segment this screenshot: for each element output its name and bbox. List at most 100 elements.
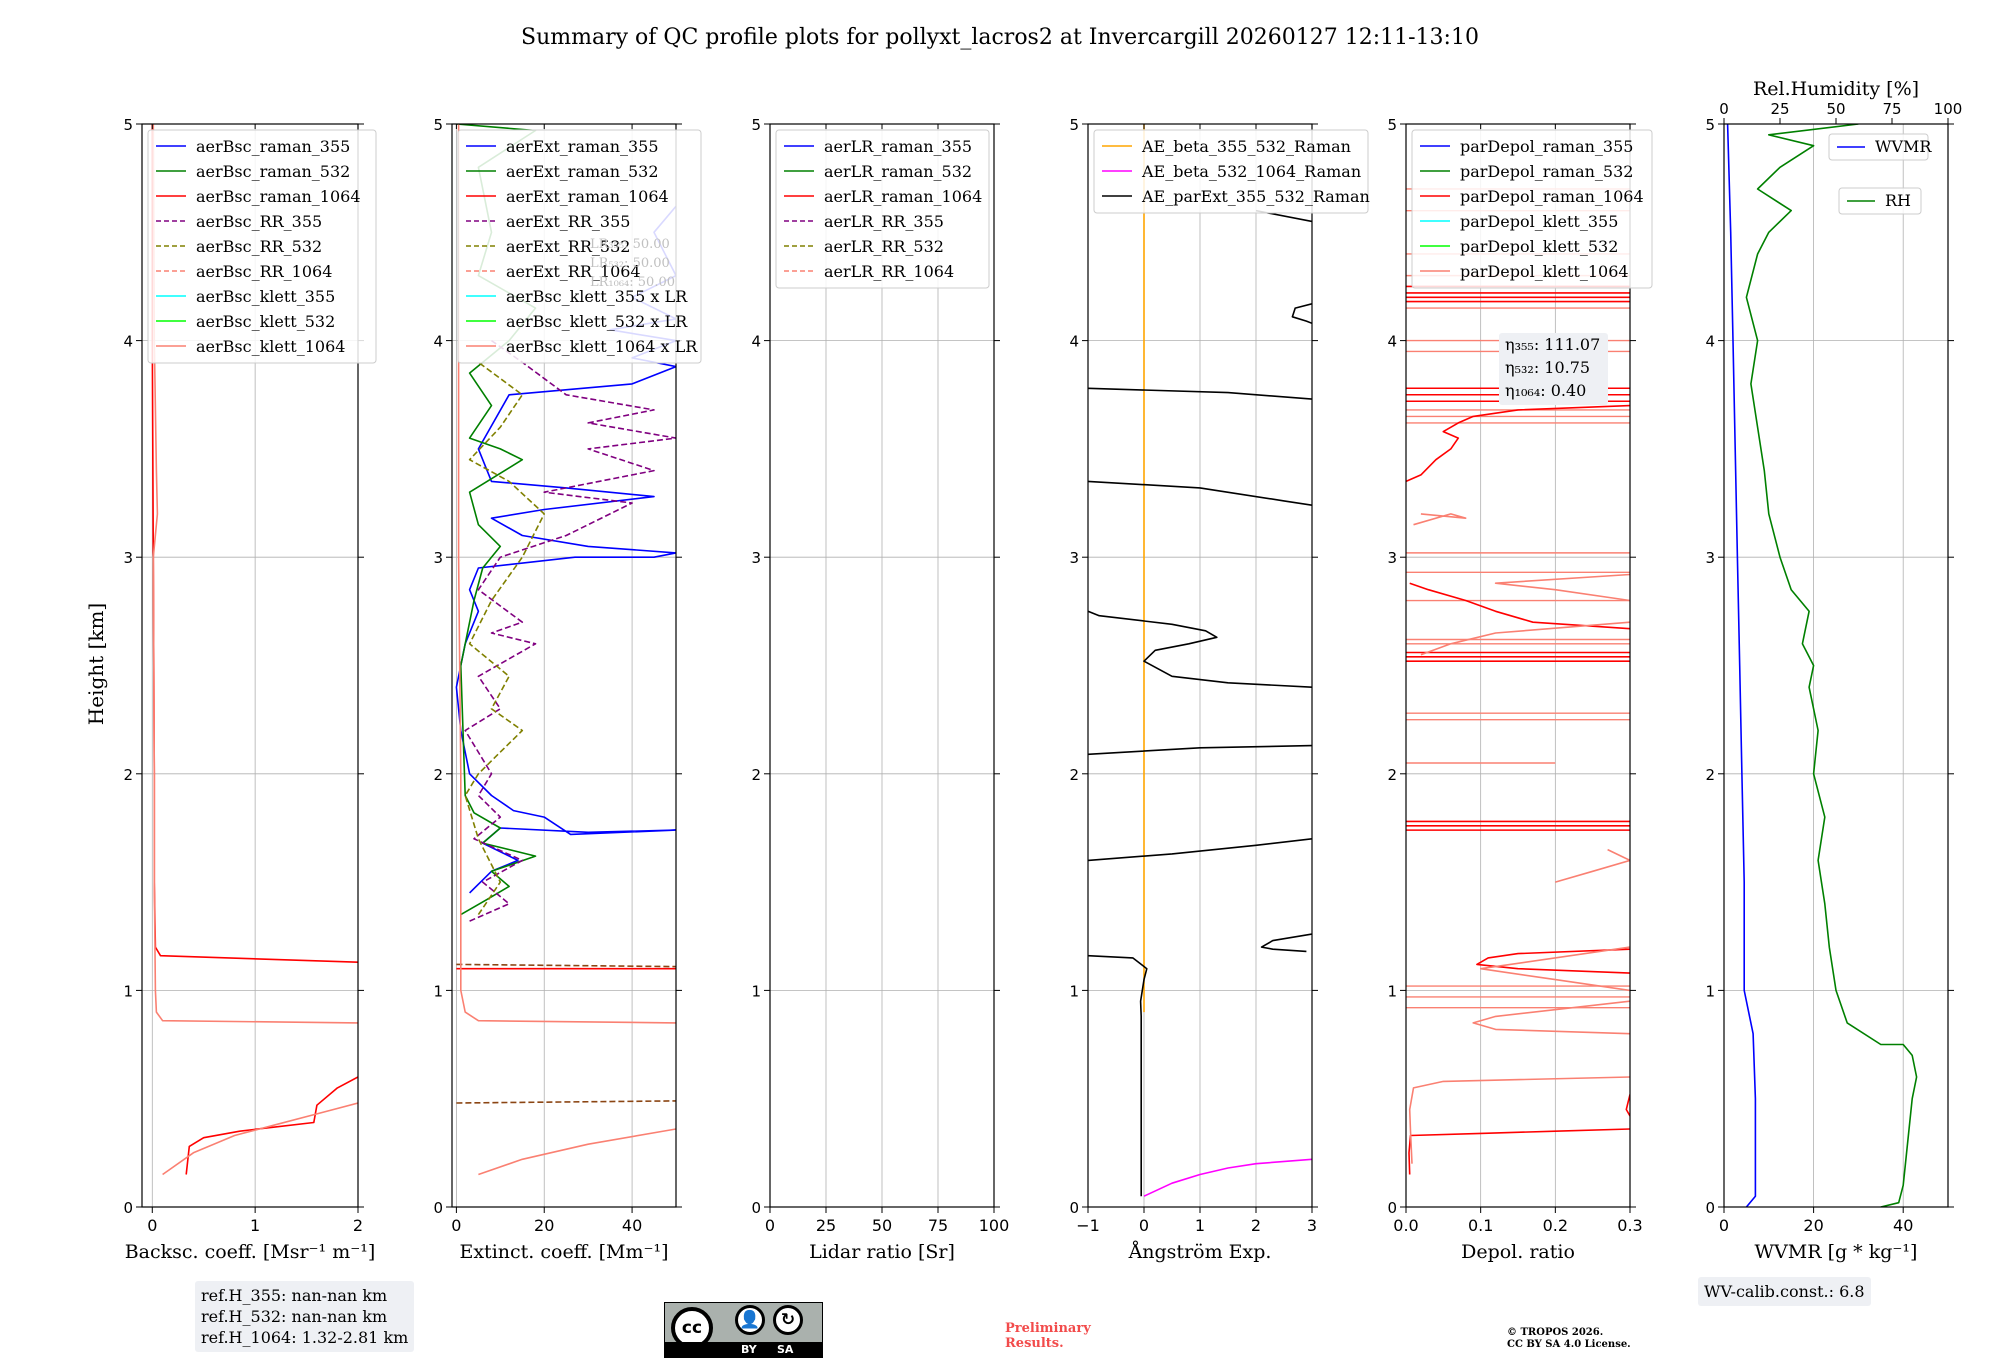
y-tick-label: 0 xyxy=(123,1199,133,1217)
series-pardepol-raman-1064-b xyxy=(1625,1094,1630,1117)
x-tick-label: 40 xyxy=(622,1216,642,1235)
eta-value: η₅₃₂: 10.75 xyxy=(1505,358,1590,377)
eta-box xyxy=(1499,333,1608,405)
legend-label-aerbsc-klett-532: aerBsc_klett_532 xyxy=(196,312,335,331)
x-tick-label: 100 xyxy=(979,1216,1010,1235)
legend-label-aerlr-raman-532: aerLR_raman_532 xyxy=(824,162,972,181)
legend-label-aerbsc-rr-1064: aerBsc_RR_1064 xyxy=(196,262,332,281)
series-ae-beta-532-1064-raman xyxy=(1143,1158,1312,1197)
legend-label-ae-beta-355-532-raman: AE_beta_355_532_Raman xyxy=(1141,137,1351,156)
legend-label-aerext-rr-355: aerExt_RR_355 xyxy=(506,212,630,231)
plot-area xyxy=(151,124,358,1176)
series-pardepol-raman-1064 xyxy=(1408,1128,1630,1175)
legend-label-aerbsc-klett-355-x-lr: aerBsc_klett_355 x LR xyxy=(506,287,688,306)
legend-label-aerext-raman-355: aerExt_raman_355 xyxy=(506,137,659,156)
plot-area xyxy=(1088,124,1312,1197)
preliminary-results-note: Preliminary Results. xyxy=(1005,1321,1091,1351)
legend-box xyxy=(1093,129,1369,214)
sa-label: SA xyxy=(777,1343,794,1356)
panel-ext: 0 20 40 0 1 2 3 4 5 Extinct. coeff. [Mm⁻¹] aerExt_… xyxy=(433,116,702,1263)
y-tick-label: 2 xyxy=(123,766,133,784)
series-pardepol-klett-1064-c xyxy=(1479,946,1630,992)
legend-label-aerlr-rr-532: aerLR_RR_532 xyxy=(824,237,944,256)
x-tick-label: 2 xyxy=(353,1216,363,1235)
copyright-note: © TROPOS 2026. CC BY SA 4.0 License. xyxy=(1507,1327,1631,1351)
legend-label-pardepol-raman-1064: parDepol_raman_1064 xyxy=(1460,187,1644,206)
x-tick-label: 0.0 xyxy=(1393,1216,1418,1235)
copyright-line-1: © TROPOS 2026. xyxy=(1507,1327,1604,1338)
series-rh xyxy=(1745,124,1918,1207)
y-tick-label: 0 xyxy=(433,1199,443,1217)
by-label: BY xyxy=(741,1343,757,1356)
legend-label-aerlr-raman-355: aerLR_raman_355 xyxy=(824,137,972,156)
series-aerext-rr-532 xyxy=(464,361,546,916)
x-axis-label: Ångström Exp. xyxy=(1128,1241,1272,1263)
y-tick-label: 1 xyxy=(123,982,133,1000)
y-tick-label: 4 xyxy=(123,333,133,351)
panel-lr: 0 25 50 75 100 0 1 2 3 4 5 Lidar ratio [Sr] aerLR_ra… xyxy=(751,116,1009,1263)
legend-box xyxy=(1411,129,1653,289)
legend-label-aerext-raman-532: aerExt_raman_532 xyxy=(506,162,659,181)
legend-label-aerbsc-klett-355: aerBsc_klett_355 xyxy=(196,287,335,306)
y-tick-label: 5 xyxy=(1069,116,1079,134)
series-pardepol-klett-1064-g xyxy=(1413,513,1467,526)
series-pardepol-klett-1064-f xyxy=(1420,621,1630,656)
legend-box xyxy=(775,129,990,289)
x-tick-label: 0.3 xyxy=(1617,1216,1642,1235)
x-tick-label: 1 xyxy=(1195,1216,1205,1235)
series-ae-parext-355-532-raman-d xyxy=(1088,610,1312,688)
y-tick-label: 3 xyxy=(751,549,761,567)
legend-label-wvmr: WVMR xyxy=(1875,137,1932,156)
y-tick-label: 1 xyxy=(751,982,761,1000)
y-axis-label: Height [km] xyxy=(84,603,108,725)
x-tick-label: 25 xyxy=(816,1216,836,1235)
y-tick-label: 5 xyxy=(1387,116,1397,134)
panel-depol: 0.0 0.1 0.2 0.3 0 1 2 3 4 5 Depol. ratio parDepol_r… xyxy=(1387,116,1653,1263)
series-aerbsc-klett-1064 xyxy=(162,1102,358,1176)
x-tick-label: 1 xyxy=(250,1216,260,1235)
y-tick-label: 3 xyxy=(1387,549,1397,567)
series-pardepol-klett-1064-b xyxy=(1472,1000,1630,1035)
series-ae-parext-355-532-raman-e xyxy=(1088,480,1312,506)
legend-label-aerbsc-klett-1064: aerBsc_klett_1064 xyxy=(196,337,345,356)
legend-label-aerext-rr-1064: aerExt_RR_1064 xyxy=(506,262,641,281)
prelim-line-2: Results. xyxy=(1005,1336,1064,1351)
y-tick-label: 5 xyxy=(751,116,761,134)
legend-label-aerbsc-klett-532-x-lr: aerBsc_klett_532 x LR xyxy=(506,312,688,331)
lidar-ratio-note: LR₃₅₅: 50.00 xyxy=(590,237,670,252)
y-tick-label: 2 xyxy=(1069,766,1079,784)
axes-frame xyxy=(1723,123,1949,1208)
y-tick-label: 5 xyxy=(123,116,133,134)
x-tick-label: 40 xyxy=(1893,1216,1913,1235)
lidar-ratio-note: LR₁₀₆₄: 50.00 xyxy=(590,275,675,290)
legend-label-aerlr-raman-1064: aerLR_raman_1064 xyxy=(824,187,982,206)
eta-value: η₁₀₆₄: 0.40 xyxy=(1505,381,1586,400)
top-x-axis-label: Rel.Humidity [%] xyxy=(1753,78,1919,100)
series-aerext-rr-lower xyxy=(456,1100,676,1104)
legend-label-pardepol-klett-532: parDepol_klett_532 xyxy=(1460,237,1618,256)
y-tick-label: 4 xyxy=(1387,333,1397,351)
legend-box xyxy=(147,129,377,364)
series-aerbsc-klett-1064-upper xyxy=(152,124,358,1024)
y-tick-label: 5 xyxy=(433,116,443,134)
y-tick-label: 0 xyxy=(1387,1199,1397,1217)
top-x-tick-label: 50 xyxy=(1826,100,1845,118)
x-tick-label: 75 xyxy=(928,1216,948,1235)
y-tick-label: 4 xyxy=(1705,333,1715,351)
series-ae-parext-355-532-raman-f xyxy=(1088,387,1312,400)
legend-label-pardepol-raman-355: parDepol_raman_355 xyxy=(1460,137,1633,156)
top-x-tick-label: 100 xyxy=(1934,100,1963,118)
legend-label-aerbsc-klett-1064-x-lr: aerBsc_klett_1064 x LR xyxy=(506,337,698,356)
series-ae-parext-355-532-raman-h xyxy=(1291,303,1312,325)
series-pardepol-klett-1064-h xyxy=(1494,573,1630,602)
reference-height-box: ref.H_355: nan-nan km ref.H_532: nan-nan… xyxy=(195,1281,415,1352)
series-pardepol-klett-1064 xyxy=(1408,1076,1630,1164)
series-ae-parext-355-532-raman-i xyxy=(1260,933,1312,953)
y-tick-label: 0 xyxy=(1069,1199,1079,1217)
series-pardepol-raman-1064-c xyxy=(1476,948,1630,974)
y-tick-label: 3 xyxy=(123,549,133,567)
prelim-line-1: Preliminary xyxy=(1005,1321,1091,1336)
legend-box xyxy=(457,129,702,364)
legend-label-pardepol-raman-532: parDepol_raman_532 xyxy=(1460,162,1633,181)
x-tick-label: 20 xyxy=(1803,1216,1823,1235)
